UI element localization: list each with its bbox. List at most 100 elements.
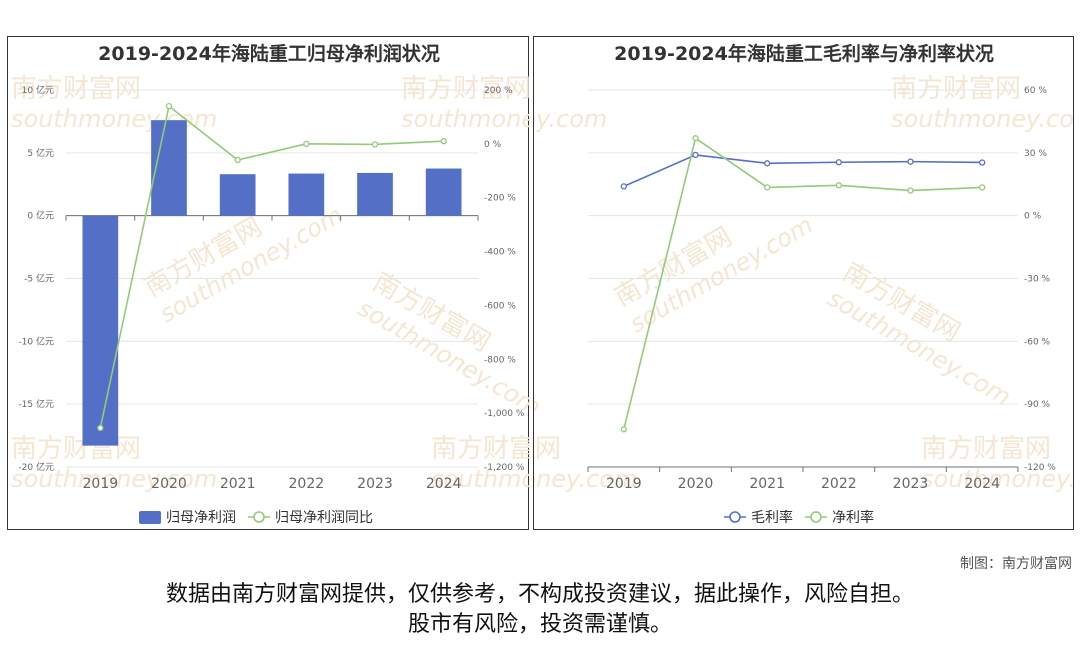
line-point <box>165 103 173 110</box>
watermark-cn: 南方财富网 <box>431 434 530 464</box>
legend-swatch-marker <box>810 511 822 523</box>
legend-label: 毛利率 <box>751 509 793 526</box>
line-point <box>979 159 986 166</box>
legend-swatch-marker <box>253 511 265 523</box>
x-tick-label: 2022 <box>821 476 857 492</box>
y-right-tick-label: 0 % <box>1024 212 1042 222</box>
legend-swatch <box>139 511 161 524</box>
y-left-tick-label: 0 亿元 <box>27 210 54 222</box>
bar <box>82 215 119 446</box>
x-tick-label: 2023 <box>893 476 929 492</box>
y-left-tick-label: -10 亿元 <box>18 335 54 347</box>
legend-label: 净利率 <box>832 509 874 526</box>
legend: 归母净利润 归母净利润同比 <box>139 509 373 526</box>
y-right-tick-label: 0 % <box>484 140 502 150</box>
y-right-tick-label: -600 % <box>484 301 516 311</box>
watermark-en: southmoney.com <box>11 465 217 493</box>
line-point <box>620 183 627 190</box>
watermark-en: southmoney.com <box>534 105 607 133</box>
margin-chart-panel: 南方财富网southmoney.com南方财富网southmoney.com南方… <box>533 36 1075 530</box>
watermark-cn: 南方财富网 <box>11 74 141 104</box>
y-right-tick-label: -1,000 % <box>484 409 525 419</box>
x-tick-label: 2020 <box>151 476 187 492</box>
line-point <box>835 182 842 189</box>
bar <box>151 120 187 216</box>
series-line <box>623 154 983 188</box>
y-right-tick-label: -200 % <box>484 194 516 204</box>
line-point <box>440 138 447 145</box>
line-point <box>97 424 104 432</box>
x-tick-label: 2024 <box>964 476 1000 492</box>
line-point <box>371 141 379 148</box>
line-point <box>234 156 241 164</box>
y-right-tick-label: 60 % <box>1024 86 1047 96</box>
line-point <box>303 140 310 148</box>
chart-title: 2019-2024年海陆重工毛利率与净利率状况 <box>614 42 994 65</box>
series-line <box>623 136 983 430</box>
line-point <box>835 159 842 166</box>
legend-label: 归母净利润同比 <box>275 509 373 526</box>
disclaimer: 数据由南方财富网提供，仅供参考，不构成投资建议，据此操作，风险自担。 股市有风险… <box>0 580 1080 640</box>
y-right-tick-label: 30 % <box>1024 149 1047 159</box>
y-right-tick-label: -800 % <box>484 355 516 365</box>
margin-chart: 南方财富网southmoney.com南方财富网southmoney.com南方… <box>534 42 1075 526</box>
line-point <box>979 184 986 191</box>
line-point <box>692 151 699 159</box>
watermark-en: southmoney.com <box>534 294 546 421</box>
x-tick-label: 2022 <box>289 476 325 492</box>
watermark-en: southmoney.com <box>401 105 530 133</box>
line-point <box>764 184 771 191</box>
legend-swatch-marker <box>729 511 741 523</box>
series-line <box>99 104 444 429</box>
bar <box>219 174 256 216</box>
x-tick-label: 2019 <box>606 476 642 492</box>
bar <box>357 172 393 216</box>
line-point <box>620 426 627 433</box>
watermark-cn: 南方财富网 <box>401 74 530 104</box>
y-left-tick-label: 5 亿元 <box>27 147 54 159</box>
watermark-cn: 南方财富网 <box>534 434 561 464</box>
x-tick-label: 2020 <box>678 476 714 492</box>
legend: 毛利率 净利率 <box>724 509 874 526</box>
watermark-en: southmoney.com <box>534 465 637 493</box>
y-right-tick-label: -60 % <box>1024 337 1051 347</box>
y-left-tick-label: -15 亿元 <box>18 398 54 410</box>
watermark-cn: 南方财富网 <box>891 74 1021 104</box>
net-profit-chart-panel: 南方财富网southmoney.com南方财富网southmoney.com南方… <box>7 36 530 530</box>
disclaimer-line-2: 股市有风险，投资需谨慎。 <box>407 612 672 637</box>
x-tick-label: 2021 <box>220 476 256 492</box>
y-right-tick-label: -400 % <box>484 248 516 258</box>
y-left-tick-label: 10 亿元 <box>22 84 54 96</box>
line-point <box>764 160 771 167</box>
y-right-tick-label: -1,200 % <box>484 463 525 473</box>
line-point <box>692 135 699 142</box>
y-right-tick-label: -90 % <box>1024 400 1051 410</box>
watermark-en: southmoney.com <box>891 105 1075 133</box>
line-point <box>907 187 914 194</box>
watermark-layer: 南方财富网southmoney.com南方财富网southmoney.com南方… <box>534 74 1075 493</box>
net-profit-chart: 南方财富网southmoney.com南方财富网southmoney.com南方… <box>11 42 530 526</box>
line-point <box>907 158 914 165</box>
bar <box>288 173 325 216</box>
watermark-en: southmoney.com <box>431 465 530 493</box>
x-tick-label: 2019 <box>83 476 119 492</box>
x-tick-label: 2024 <box>426 476 462 492</box>
x-tick-label: 2021 <box>749 476 785 492</box>
disclaimer-line-1: 数据由南方财富网提供，仅供参考，不构成投资建议，据此操作，风险自担。 <box>165 582 914 607</box>
x-tick-label: 2023 <box>357 476 393 492</box>
y-left-tick-label: -5 亿元 <box>24 273 54 285</box>
y-right-tick-label: -30 % <box>1024 275 1051 285</box>
y-right-tick-label: -120 % <box>1024 463 1056 473</box>
y-left-tick-label: -20 亿元 <box>18 461 54 473</box>
watermark-cn: 南方财富网 <box>11 434 141 464</box>
